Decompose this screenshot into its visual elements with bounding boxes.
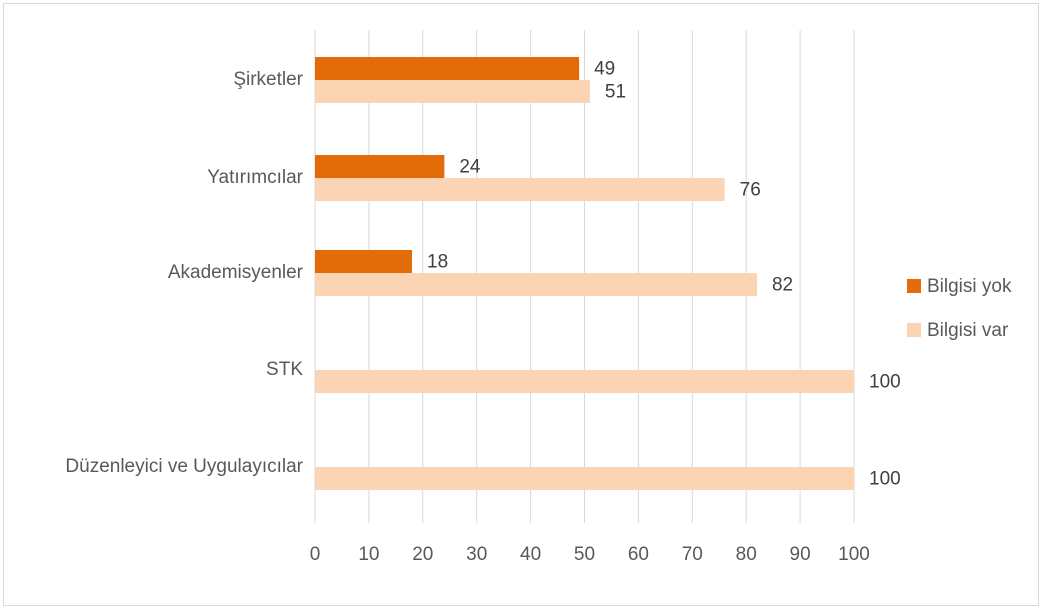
x-tick-label: 20: [412, 544, 433, 565]
bar-bilgisi-var: [315, 178, 725, 201]
data-label: 82: [772, 275, 793, 296]
data-label: 76: [740, 180, 761, 201]
legend-label: Bilgisi yok: [927, 276, 1012, 297]
category-label: STK: [266, 359, 303, 380]
bar-bilgisi-yok: [315, 57, 580, 80]
x-tick-label: 60: [628, 544, 649, 565]
bar-bilgisi-yok: [315, 250, 413, 273]
x-tick-label: 10: [358, 544, 379, 565]
x-tick-label: 100: [838, 544, 870, 565]
data-label: 24: [459, 157, 481, 178]
bar-bilgisi-var: [315, 80, 590, 103]
legend-swatch: [907, 279, 921, 293]
data-label: 100: [869, 372, 901, 393]
chart-frame: [3, 3, 1039, 606]
x-tick-label: 80: [736, 544, 757, 565]
bar-bilgisi-var: [315, 370, 854, 393]
legend-swatch: [907, 323, 921, 337]
bars: [315, 57, 854, 490]
bar-bilgisi-var: [315, 467, 854, 490]
category-label: Şirketler: [233, 69, 303, 90]
category-label: Yatırımcılar: [207, 167, 303, 188]
x-tick-label: 30: [466, 544, 487, 565]
x-tick-labels: 0 10 20 30 40 50 60 70 80 90 100: [310, 544, 870, 565]
data-label: 100: [869, 469, 901, 490]
x-tick-label: 40: [520, 544, 541, 565]
data-labels: 49 24 18 51 76 82 100 100: [427, 59, 901, 490]
x-tick-label: 70: [682, 544, 703, 565]
category-label: Akademisyenler: [168, 262, 304, 283]
x-tick-label: 50: [574, 544, 595, 565]
data-label: 18: [427, 252, 448, 273]
legend-label: Bilgisi var: [927, 320, 1009, 341]
bar-bilgisi-yok: [315, 155, 445, 178]
x-tick-label: 0: [310, 544, 321, 565]
category-labels: Şirketler Yatırımcılar Akademisyenler STK Dü…: [65, 69, 303, 477]
data-label: 49: [594, 59, 615, 80]
bar-bilgisi-var: [315, 273, 757, 296]
legend: Bilgisi yok Bilgisi var: [907, 276, 1012, 341]
data-label: 51: [605, 82, 626, 103]
x-tick-label: 90: [790, 544, 811, 565]
category-label: Düzenleyici ve Uygulayıcılar: [65, 456, 303, 477]
